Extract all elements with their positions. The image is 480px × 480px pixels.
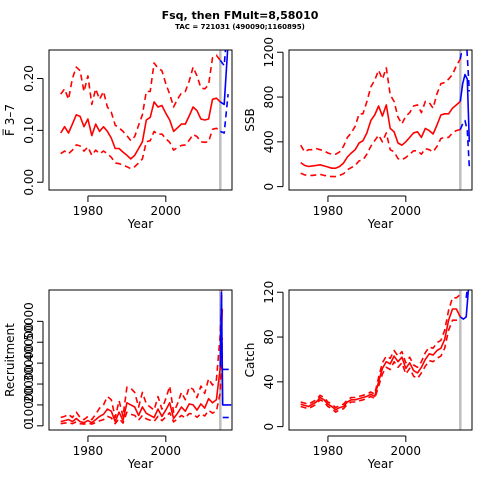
y-tick-label: 20000 (22, 365, 36, 403)
figure-title: Fsq, then FMult=8,58010 (161, 9, 319, 22)
plot-frame (48, 289, 233, 431)
x-tick-label: 2000 (151, 444, 182, 458)
series-lower (300, 319, 461, 413)
series-upper (60, 54, 221, 142)
plot-area (300, 290, 470, 413)
x-tick-label: 1980 (73, 444, 104, 458)
y-tick-label: 80 (262, 329, 276, 344)
series-forecast-upper (465, 290, 468, 298)
y-axis: 0.00 0.10 0.20 F̅ 3–7 (2, 65, 44, 196)
plot-area (300, 50, 471, 178)
y-tick-label: 0.10 (22, 117, 36, 144)
series-forecast (219, 291, 232, 406)
series-upper (60, 290, 223, 421)
series-forecast-lower (459, 119, 471, 167)
series-lower (300, 128, 461, 178)
plot-frame (288, 49, 473, 191)
y-tick-label: 120 (262, 281, 276, 304)
series-forecast-lower (219, 94, 229, 134)
y-tick-label: 0 (262, 423, 276, 431)
series-estimate (60, 97, 221, 160)
y-tick-label: 0 (262, 183, 276, 191)
series-forecast-upper (459, 50, 471, 92)
series-lower (60, 127, 221, 170)
y-tick-label: 30000 (22, 344, 36, 382)
x-tick-label: 2000 (151, 204, 182, 218)
y-axis-label: F̅ 3–7 (2, 104, 17, 136)
plot-frame (288, 289, 473, 431)
x-tick-label: 1980 (313, 204, 344, 218)
x-axis-label: Year (127, 217, 153, 231)
y-tick-label: 50000 (22, 302, 36, 340)
x-tick-label: 2000 (391, 444, 422, 458)
y-tick-label: 800 (262, 86, 276, 109)
series-estimate (300, 100, 461, 169)
series-lower (60, 338, 224, 425)
y-tick-label: 0.20 (22, 65, 36, 92)
x-axis-label: Year (367, 217, 393, 231)
plot-area (60, 290, 232, 425)
y-axis-label: SSB (243, 108, 257, 131)
y-tick-label: 1200 (262, 37, 276, 68)
figure-subtitle: TAC = 721031 (490090;1160895) (175, 23, 305, 31)
plot-area (60, 50, 229, 170)
y-tick-label: 40000 (22, 323, 36, 361)
series-forecast-upper (219, 50, 227, 67)
plot-frame (48, 49, 233, 191)
y-tick-label: 40 (262, 374, 276, 389)
x-tick-label: 1980 (73, 204, 104, 218)
y-tick-label: 0 (22, 422, 36, 430)
series-estimate (60, 308, 224, 424)
series-forecast (459, 73, 471, 142)
y-axis-label: Catch (243, 343, 257, 378)
y-axis: 0 40 80 120 Catch (243, 281, 284, 431)
x-tick-label: 2000 (391, 204, 422, 218)
y-axis: 0 400 800 1200 SSB (243, 37, 284, 191)
series-estimate (300, 308, 462, 411)
y-tick-label: 0.00 (22, 169, 36, 196)
series-upper (300, 293, 461, 409)
series-upper (300, 58, 461, 155)
x-axis-label: Year (367, 457, 393, 471)
series-forecast (219, 50, 229, 106)
series-forecast (459, 290, 470, 320)
y-axis-label: Recruitment (3, 323, 17, 397)
y-tick-label: 10000 (22, 386, 36, 424)
y-tick-label: 400 (262, 130, 276, 153)
x-axis-label: Year (127, 457, 153, 471)
x-tick-label: 1980 (313, 444, 344, 458)
